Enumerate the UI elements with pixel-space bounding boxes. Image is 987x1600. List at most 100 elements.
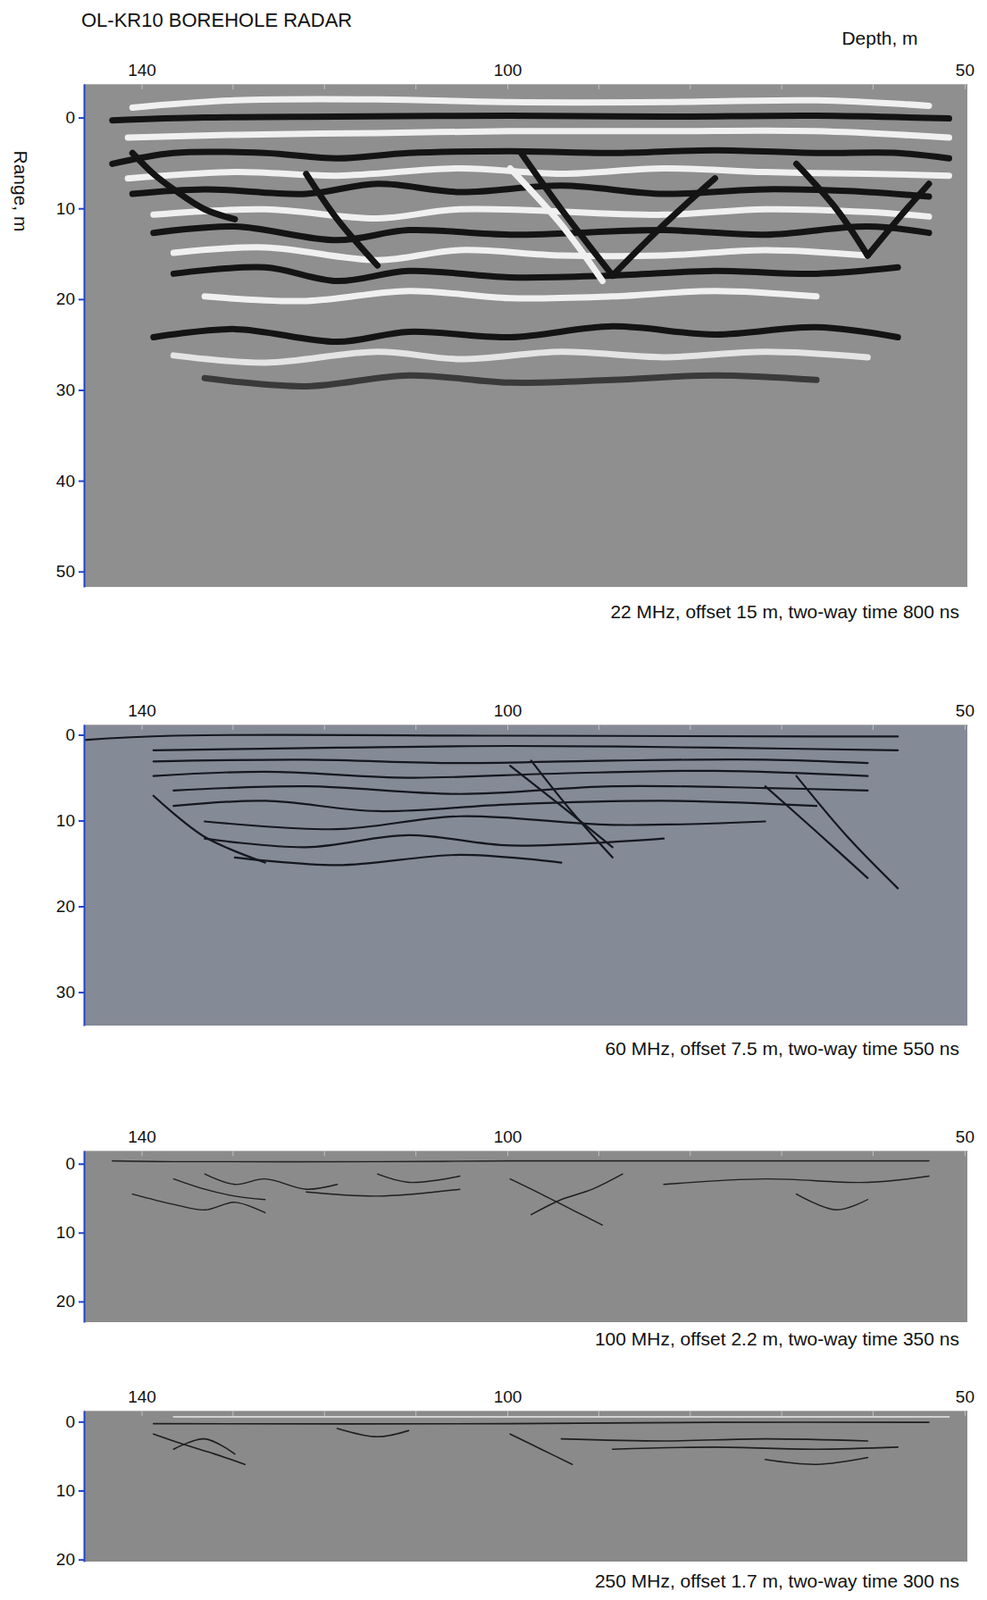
reflector <box>153 795 266 863</box>
reflector <box>173 351 868 363</box>
caption: 100 MHz, offset 2.2 m, two-way time 350 … <box>594 1328 960 1349</box>
y-tick-mark <box>78 1231 84 1234</box>
reflector <box>153 745 898 751</box>
x-axis-line <box>84 83 969 85</box>
x-tick-mark <box>507 83 509 90</box>
y-axis-line <box>83 725 86 1027</box>
y-tick-label: 40 <box>56 471 76 491</box>
x-tick-mark <box>507 1410 509 1416</box>
y-tick-mark <box>78 1162 84 1165</box>
y-axis: 01020304050 <box>56 84 85 588</box>
x-tick-mark <box>142 1410 143 1416</box>
plot-area <box>83 83 968 587</box>
y-tick-mark <box>78 1489 84 1492</box>
reflector <box>83 735 898 741</box>
reflector <box>153 225 929 240</box>
x-minor-tick <box>232 724 234 730</box>
plot-area <box>83 1410 968 1562</box>
y-tick-mark <box>78 117 84 119</box>
y-tick-mark <box>78 570 84 573</box>
y-axis-line <box>83 1151 86 1323</box>
reflector <box>560 1438 868 1441</box>
x-tick-label: 100 <box>493 1127 523 1146</box>
plot-area <box>83 724 968 1026</box>
x-tick: 100 <box>493 701 523 730</box>
reflector <box>796 1194 869 1211</box>
y-tick: 20 <box>56 1291 84 1311</box>
caption: 250 MHz, offset 1.7 m, two-way time 300 … <box>594 1570 960 1591</box>
reflector <box>612 178 716 277</box>
figure: 140100500102030405022 MHz, offset 15 m, … <box>0 0 987 1600</box>
y-tick-mark <box>78 208 84 210</box>
y-axis-line <box>83 1411 86 1563</box>
x-axis: 14010050 <box>84 60 975 90</box>
reflector <box>173 1179 265 1200</box>
x-tick: 140 <box>127 60 157 90</box>
x-tick: 140 <box>127 1387 157 1416</box>
x-tick-label: 50 <box>955 1387 975 1406</box>
y-tick: 10 <box>56 1480 84 1500</box>
reflector <box>234 854 562 866</box>
x-tick: 50 <box>955 1127 975 1156</box>
x-minor-tick <box>415 1150 417 1156</box>
y-axis: 0 10 20 <box>56 1411 85 1570</box>
reflector <box>112 115 950 120</box>
reflector <box>663 1176 929 1185</box>
y-tick: 0 <box>65 1412 84 1431</box>
x-axis-title: Depth, m <box>841 27 918 49</box>
x-minor-tick <box>324 1410 326 1416</box>
reflector <box>337 1428 410 1437</box>
y-tick: 20 <box>56 896 84 916</box>
y-tick: 50 <box>56 561 84 581</box>
title: OL-KR10 BOREHOLE RADAR <box>81 8 352 32</box>
y-tick: 10 <box>56 1222 84 1242</box>
x-minor-tick <box>415 1410 417 1416</box>
y-tick-label: 20 <box>56 1549 76 1569</box>
x-tick-label: 50 <box>955 1127 975 1146</box>
y-tick-label: 30 <box>56 982 76 1002</box>
y-tick-mark <box>78 1421 84 1423</box>
reflector <box>173 1415 949 1418</box>
reflector <box>520 152 612 276</box>
y-axis: 0102030 <box>56 725 85 1027</box>
reflector <box>510 168 603 282</box>
x-minor-tick <box>781 1150 783 1156</box>
panel: 1401005001020100 MHz, offset 2.2 m, two-… <box>56 1127 975 1349</box>
x-minor-tick <box>689 724 691 730</box>
y-axis: 01020 <box>56 1151 85 1323</box>
x-minor-tick <box>598 724 600 730</box>
reflector <box>204 1173 337 1189</box>
reflector <box>153 1421 929 1424</box>
x-tick-mark <box>507 1150 509 1156</box>
reflector <box>531 1173 623 1214</box>
y-tick: 10 <box>56 811 84 830</box>
plot-background <box>83 1150 968 1322</box>
y-tick-label: 10 <box>56 199 76 218</box>
x-tick: 50 <box>955 1387 975 1416</box>
reflector <box>173 1438 235 1455</box>
reflector <box>132 152 235 219</box>
reflector <box>765 1456 869 1464</box>
x-minor-tick <box>598 83 600 90</box>
x-tick: 100 <box>493 1127 523 1156</box>
x-minor-tick <box>781 724 783 730</box>
panel: 140100500102030405022 MHz, offset 15 m, … <box>10 8 975 622</box>
x-tick-label: 140 <box>127 1387 157 1406</box>
y-tick-mark <box>78 819 84 822</box>
x-tick-label: 140 <box>127 60 157 80</box>
reflector <box>765 786 869 879</box>
x-tick-mark <box>142 83 143 90</box>
y-tick-label: 30 <box>56 380 76 400</box>
reflector <box>531 760 613 857</box>
chart-root: 140100500102030405022 MHz, offset 15 m, … <box>0 0 987 1600</box>
x-tick-mark <box>507 724 509 730</box>
caption: 60 MHz, offset 7.5 m, two-way time 550 n… <box>605 1037 960 1059</box>
y-tick-mark <box>78 298 84 301</box>
x-tick-mark <box>142 1150 143 1156</box>
y-axis-title: Range, m <box>10 150 32 232</box>
x-axis: 14010050 <box>84 1127 975 1156</box>
y-tick-mark <box>78 991 84 994</box>
reflector <box>796 776 899 889</box>
reflector <box>153 770 869 778</box>
x-tick-mark <box>964 83 966 90</box>
